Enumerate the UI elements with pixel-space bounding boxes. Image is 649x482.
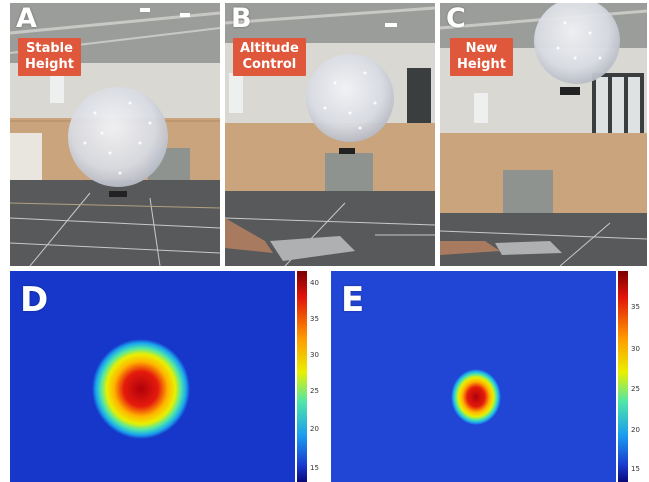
balloon bbox=[68, 87, 168, 187]
gym-scene-c bbox=[440, 3, 647, 266]
colorbar-tick: 30 bbox=[310, 351, 319, 359]
colorbar-tick: 25 bbox=[310, 387, 319, 395]
heat-blob bbox=[451, 369, 501, 425]
caption-line-1: Altitude bbox=[240, 41, 299, 56]
drone-gondola bbox=[339, 148, 355, 154]
colorbar-tick: 15 bbox=[631, 465, 640, 473]
hand bbox=[440, 241, 500, 255]
thermal-map-e: 35 30 25 20 15 bbox=[331, 271, 640, 482]
thermal-map-d: 40 35 30 25 20 15 bbox=[10, 271, 319, 482]
caption-new-height: New Height bbox=[450, 38, 513, 76]
caption-line-1: New bbox=[465, 41, 498, 56]
panel-label-e: E bbox=[341, 280, 365, 320]
colorbar bbox=[618, 271, 628, 482]
colorbar-tick: 25 bbox=[631, 385, 640, 393]
colorbar bbox=[297, 271, 307, 482]
balloon bbox=[306, 54, 394, 142]
thermal-panel-d: 40 35 30 25 20 15 D bbox=[10, 271, 322, 482]
photo-panel-a: A Stable Height bbox=[10, 3, 220, 266]
sheet bbox=[495, 241, 562, 255]
drone-gondola bbox=[109, 191, 127, 197]
balloon bbox=[534, 3, 620, 84]
colorbar-tick: 15 bbox=[310, 464, 319, 472]
colorbar-tick: 35 bbox=[631, 303, 640, 311]
panel-label-d: D bbox=[20, 280, 49, 320]
colorbar-tick: 30 bbox=[631, 345, 640, 353]
panel-label-b: B bbox=[231, 3, 252, 34]
caption-line-1: Stable bbox=[26, 41, 73, 56]
gym-scene-b bbox=[225, 3, 435, 266]
photo-panel-c: C New Height bbox=[440, 3, 647, 266]
caption-line-2: Height bbox=[457, 57, 506, 72]
caption-line-2: Height bbox=[25, 57, 74, 72]
hand bbox=[225, 218, 273, 253]
colorbar-tick: 35 bbox=[310, 315, 319, 323]
caption-altitude-control: Altitude Control bbox=[233, 38, 306, 76]
colorbar-tick: 40 bbox=[310, 279, 319, 287]
drone-gondola bbox=[560, 87, 580, 95]
panel-label-a: A bbox=[16, 3, 37, 34]
panel-label-c: C bbox=[446, 3, 466, 34]
caption-line-2: Control bbox=[242, 57, 297, 72]
heat-blob bbox=[92, 339, 190, 439]
photo-panel-b: B Altitude Control bbox=[225, 3, 435, 266]
colorbar-tick: 20 bbox=[310, 425, 319, 433]
sheet bbox=[270, 236, 355, 261]
caption-stable-height: Stable Height bbox=[18, 38, 81, 76]
gym-scene-a bbox=[10, 3, 220, 266]
colorbar-tick: 20 bbox=[631, 426, 640, 434]
thermal-panel-e: 35 30 25 20 15 E bbox=[331, 271, 649, 482]
